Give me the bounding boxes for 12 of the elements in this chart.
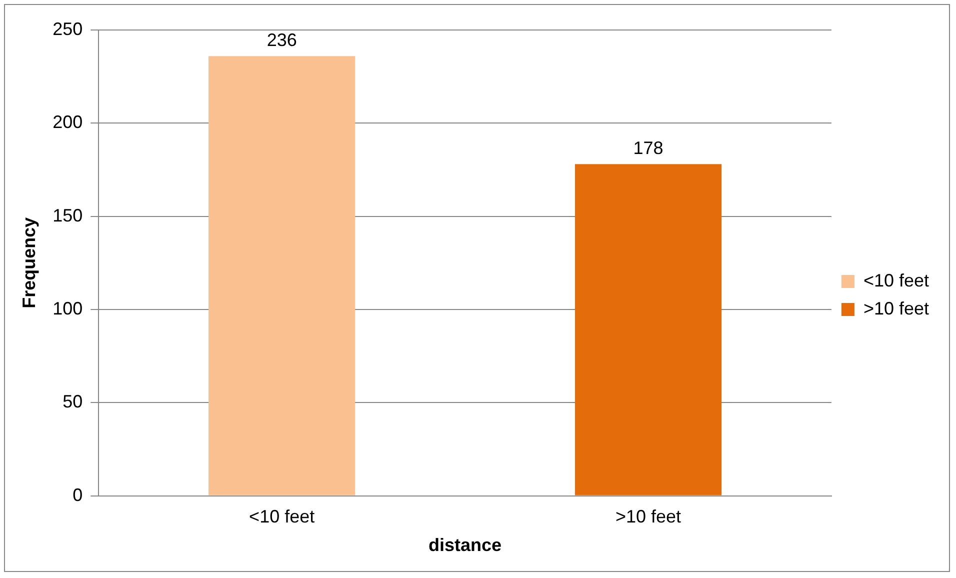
- data-label: 236: [266, 30, 297, 50]
- y-tick-label: 50: [62, 392, 83, 412]
- y-tick-label: 100: [52, 298, 83, 318]
- legend-label: >10 feet: [863, 298, 930, 318]
- y-tick-label: 150: [52, 205, 83, 226]
- y-tick-label: 250: [52, 18, 83, 39]
- x-axis-title: distance: [428, 535, 502, 556]
- y-tick-label: 0: [72, 484, 83, 505]
- data-label: 178: [633, 138, 664, 158]
- y-axis-title: Frequency: [18, 217, 39, 308]
- legend-label: <10 feet: [863, 270, 930, 290]
- y-tick-label: 200: [52, 112, 83, 132]
